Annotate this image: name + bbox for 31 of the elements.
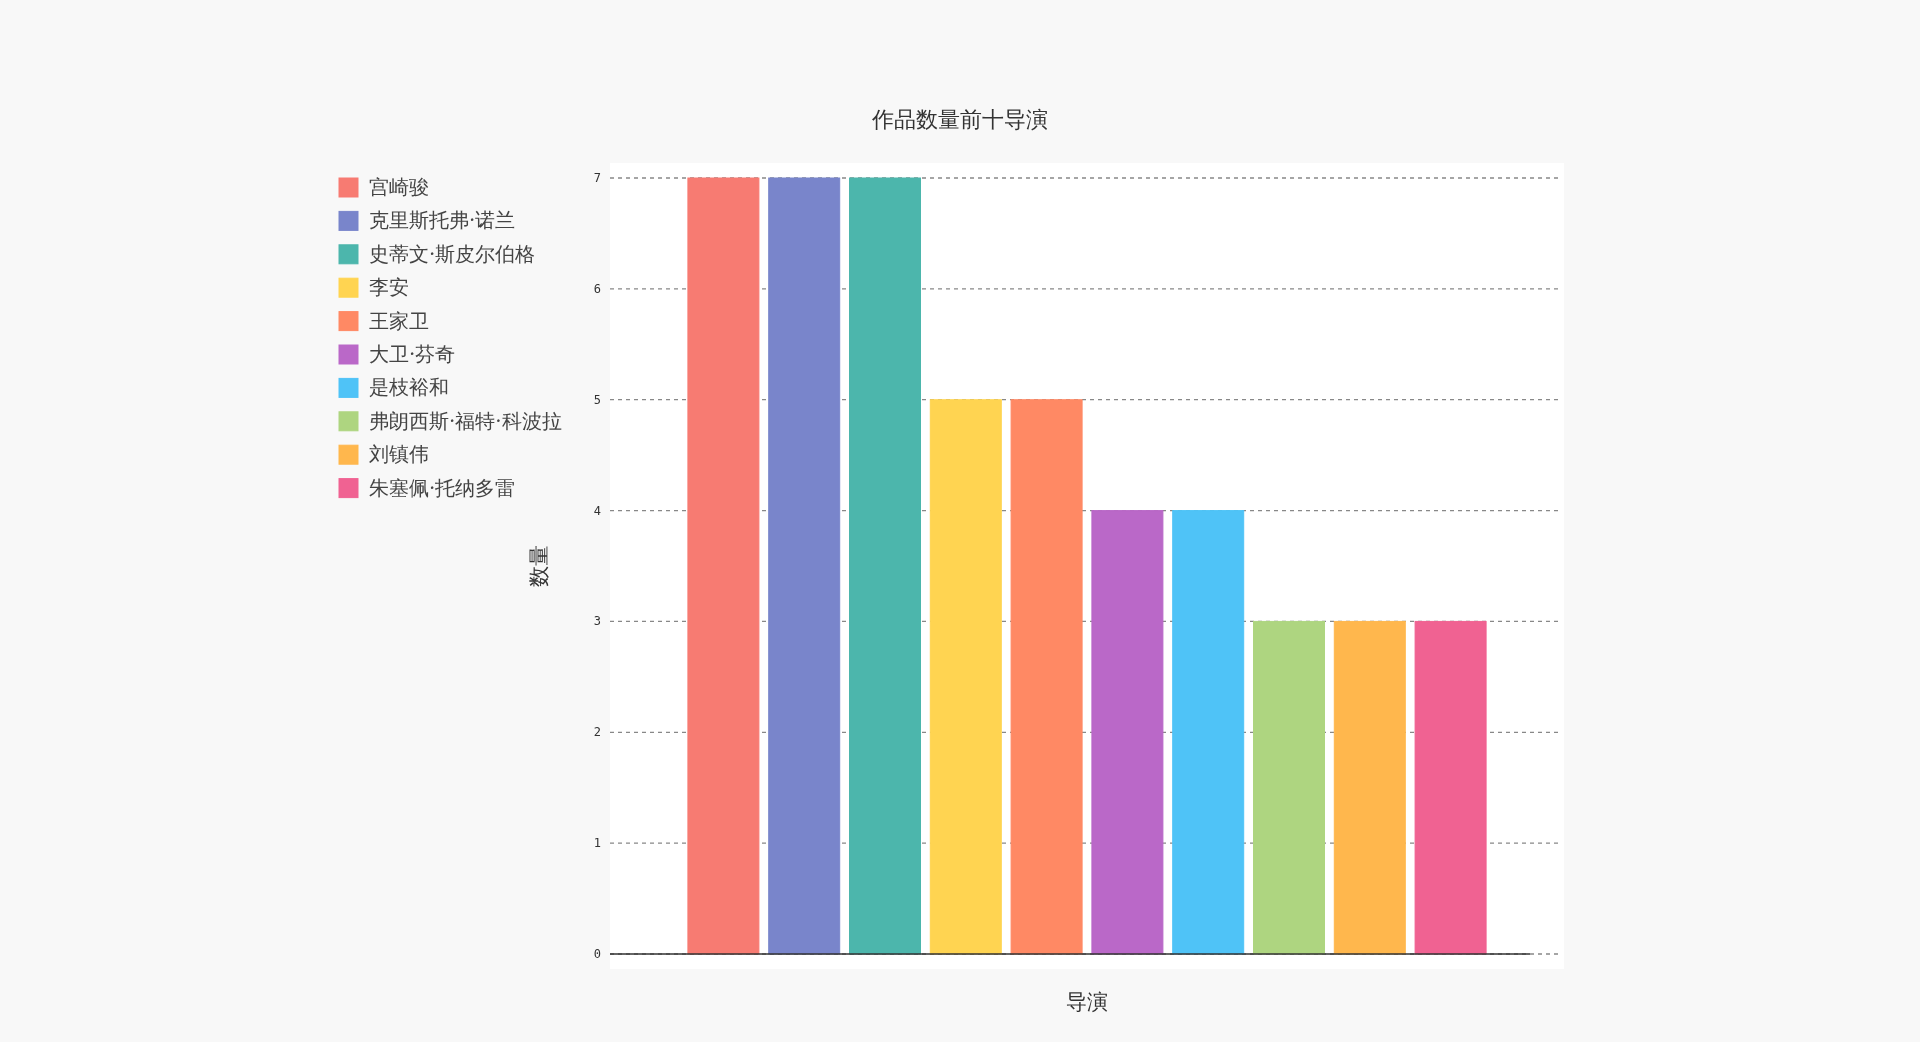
bar bbox=[1172, 510, 1245, 955]
y-tick-label: 3 bbox=[593, 614, 601, 629]
y-tick-label: 0 bbox=[593, 947, 601, 961]
y-tick-label: 5 bbox=[593, 392, 601, 407]
y-tick-label: 2 bbox=[593, 725, 601, 740]
legend-label: 王家卫 bbox=[369, 308, 429, 333]
chart-title: 作品数量前十导演 bbox=[871, 107, 1048, 132]
legend-label: 弗朗西斯·福特·科波拉 bbox=[369, 408, 562, 433]
y-axis-title: 数量 bbox=[527, 545, 551, 587]
legend-label: 大卫·芬奇 bbox=[369, 342, 456, 366]
bar bbox=[929, 399, 1002, 955]
bar bbox=[768, 177, 841, 955]
bar bbox=[849, 177, 921, 955]
y-tick-label: 4 bbox=[593, 503, 601, 518]
legend-label: 宫崎骏 bbox=[369, 175, 429, 199]
legend-label: 刘镇伟 bbox=[369, 442, 429, 467]
legend-label: 是枝裕和 bbox=[369, 375, 449, 400]
bar bbox=[1333, 620, 1406, 955]
legend-label: 李安 bbox=[369, 275, 409, 300]
bar bbox=[1091, 510, 1164, 955]
y-tick-label: 1 bbox=[593, 836, 601, 851]
legend-label: 克里斯托弗·诺兰 bbox=[369, 208, 516, 233]
y-tick-label: 6 bbox=[593, 281, 601, 296]
bar bbox=[687, 177, 760, 955]
bar bbox=[1414, 620, 1487, 955]
legend-label: 朱塞佩·托纳多雷 bbox=[369, 475, 516, 500]
x-axis-title: 导演 bbox=[1066, 990, 1108, 1014]
legend-label: 史蒂文·斯皮尔伯格 bbox=[369, 241, 536, 266]
bar bbox=[1253, 620, 1325, 955]
bar bbox=[1010, 399, 1083, 955]
y-tick-label: 7 bbox=[593, 171, 601, 185]
